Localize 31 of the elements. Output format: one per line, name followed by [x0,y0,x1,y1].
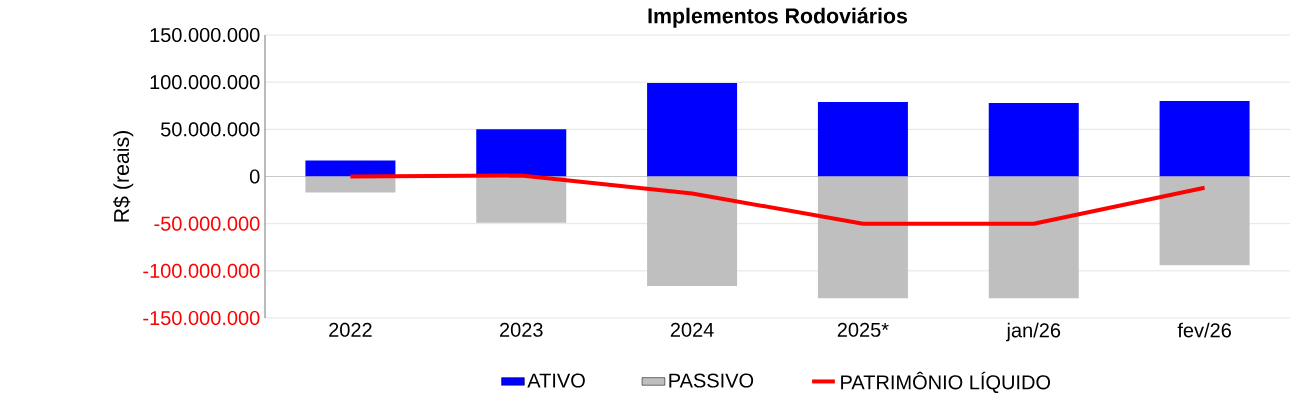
x-tick-label: 2022 [329,322,372,337]
bar [1159,101,1250,177]
bar [476,176,567,223]
bar [817,101,908,177]
line-series [348,173,1207,226]
bar [305,176,396,193]
legend-label: ATIVO [527,373,585,388]
y-tick-label: -100.000.000 [143,263,260,278]
x-tick-label: 2024 [670,322,714,337]
y-tick-label: -50.000.000 [154,216,260,231]
bar [1159,176,1250,266]
chart-title: Implementos Rodoviários [648,7,907,28]
y-tick-label: -150.000.000 [143,310,260,326]
x-tick-label: fev/26 [1177,322,1231,338]
y-tick-label: 150.000.000 [150,27,260,43]
bar [988,102,1079,177]
bar [305,160,396,177]
x-tick-label: 2025* [837,322,889,337]
bar [988,176,1079,299]
x-tick-label: 2023 [500,322,543,337]
legend-label: PASSIVO [669,373,754,388]
bar [647,83,738,177]
x-tick-label: jan/26 [1006,322,1061,342]
legend-label: PATRIMÔNIO LÍQUIDO [841,371,1051,393]
y-tick-label: 50.000.000 [160,122,260,137]
y-tick-label: 100.000.000 [150,75,260,90]
bar [476,129,567,177]
y-axis-title: R$ (reais) [113,131,134,222]
bar [817,176,908,299]
y-tick-label: 0 [249,169,260,184]
bar [647,176,738,286]
